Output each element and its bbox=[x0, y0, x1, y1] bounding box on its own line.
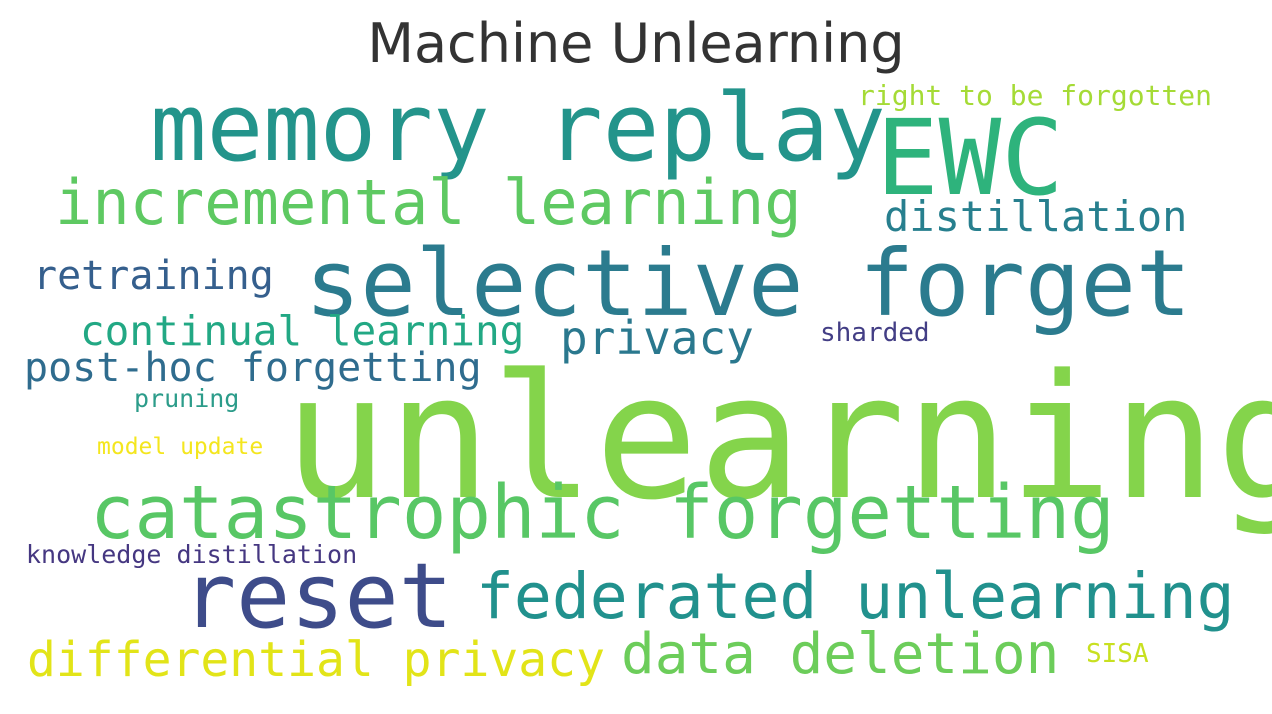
word-continual-learning: continual learning bbox=[80, 307, 525, 355]
word-model-update: model update bbox=[97, 434, 264, 460]
word-privacy: privacy bbox=[560, 311, 754, 365]
word-differential-privacy: differential privacy bbox=[27, 632, 605, 688]
word-ewc: EWC bbox=[876, 97, 1064, 219]
word-data-deletion: data deletion bbox=[621, 622, 1060, 687]
word-post-hoc-forgetting: post-hoc forgetting bbox=[24, 345, 482, 391]
word-right-to-be-forgotten: right to be forgotten bbox=[858, 79, 1213, 112]
word-distillation: distillation bbox=[884, 192, 1188, 241]
word-incremental-learning: incremental learning bbox=[55, 166, 802, 239]
word-retraining: retraining bbox=[33, 253, 274, 299]
word-pruning: pruning bbox=[134, 384, 240, 413]
page-title: Machine Unlearning bbox=[367, 12, 905, 75]
word-selective-forget: selective forget bbox=[305, 230, 1192, 337]
word-federated-unlearning: federated unlearning bbox=[476, 560, 1235, 633]
word-memory-replay: memory replay bbox=[150, 74, 886, 183]
word-knowledge-distillation: knowledge distillation bbox=[26, 540, 358, 569]
word-sisa: SISA bbox=[1086, 639, 1149, 669]
word-unlearning: unlearning bbox=[284, 337, 1272, 538]
word-reset: reset bbox=[182, 544, 453, 649]
word-sharded: sharded bbox=[820, 318, 930, 348]
word-catastrophic-forgetting: catastrophic forgetting bbox=[90, 470, 1115, 556]
